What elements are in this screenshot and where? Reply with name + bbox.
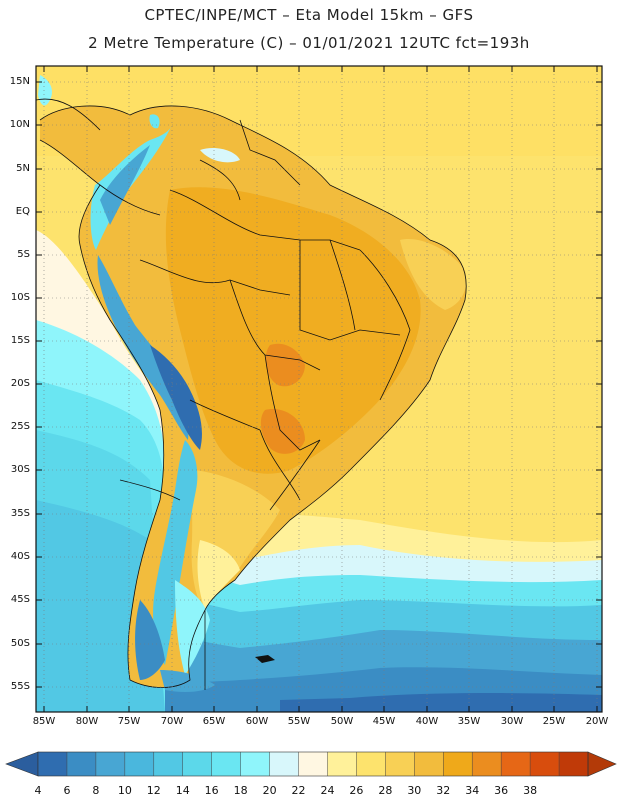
lon-label: 70W [160, 716, 184, 727]
lon-label: 50W [330, 716, 354, 727]
lat-label: EQ [15, 206, 30, 217]
chart-subtitle: 2 Metre Temperature (C) – 01/01/2021 12U… [88, 34, 530, 52]
colorbar-arrow-left [5, 751, 39, 777]
colorbar-tick-label: 22 [291, 784, 306, 797]
lat-label: 40S [10, 551, 30, 562]
lat-label: 45S [10, 594, 30, 605]
colorbar-tick-label: 26 [349, 784, 364, 797]
chart-title: CPTEC/INPE/MCT – Eta Model 15km – GFS [144, 6, 474, 24]
lat-label: 10N [9, 119, 30, 130]
colorbar-swatch [443, 752, 473, 776]
colorbar-swatch [414, 752, 444, 776]
colorbar-tick-label: 24 [320, 784, 335, 797]
falkland-islands [255, 655, 275, 663]
colorbar-swatch [38, 752, 68, 776]
colorbar-swatch [211, 752, 242, 776]
colorbar-tick-label: 16 [204, 784, 219, 797]
colorbar-swatch [182, 752, 213, 776]
lat-label: 25S [10, 421, 30, 432]
lon-label: 85W [32, 716, 56, 727]
colorbar-tick-label: 30 [407, 784, 422, 797]
colorbar-swatch [501, 752, 531, 776]
lat-label: 5N [16, 163, 30, 174]
colorbar-tick-label: 28 [378, 784, 393, 797]
andes-north [90, 125, 172, 250]
colorbar-swatch [356, 752, 386, 776]
lon-label: 75W [117, 716, 141, 727]
colorbar-arrow-right [587, 751, 617, 777]
colorbar-outline [37, 751, 589, 777]
lon-label: 25W [542, 716, 566, 727]
lon-label: 40W [415, 716, 439, 727]
lon-label: 20W [585, 716, 609, 727]
colorbar-swatch [240, 752, 271, 776]
colorbar-tick-label: 4 [34, 784, 42, 797]
colorbar-tick-label: 32 [436, 784, 451, 797]
colorbar-tick-label: 36 [494, 784, 509, 797]
lat-label: 15N [9, 76, 30, 87]
colorbar-tick-label: 20 [262, 784, 277, 797]
lat-label: 15S [10, 335, 30, 346]
lat-label: 30S [10, 464, 30, 475]
lat-label: 5S [17, 249, 30, 260]
colorbar-tick-label: 18 [233, 784, 248, 797]
lon-label: 35W [457, 716, 481, 727]
colorbar [5, 751, 617, 777]
colorbar-swatch [327, 752, 357, 776]
country-borders [36, 98, 467, 690]
map-frame [35, 65, 603, 713]
colorbar-tick-label: 6 [63, 784, 71, 797]
lon-label: 65W [202, 716, 226, 727]
andes-south [153, 440, 198, 665]
colorbar-swatch [559, 752, 589, 776]
colorbar-swatch [153, 752, 184, 776]
lat-label: 35S [10, 508, 30, 519]
lon-label: 80W [75, 716, 99, 727]
lat-label: 10S [10, 292, 30, 303]
lon-label: 55W [287, 716, 311, 727]
colorbar-tick-label: 12 [146, 784, 161, 797]
colorbar-swatch [95, 752, 126, 776]
lat-label: 20S [10, 378, 30, 389]
colorbar-swatch [298, 752, 328, 776]
colorbar-swatch [530, 752, 560, 776]
colorbar-swatch [472, 752, 502, 776]
colorbar-tick-label: 38 [523, 784, 538, 797]
lon-label: 45W [372, 716, 396, 727]
andes-central [97, 255, 189, 440]
lon-label: 30W [500, 716, 524, 727]
lat-label: 55S [10, 681, 30, 692]
lat-label: 50S [10, 638, 30, 649]
colorbar-swatch [385, 752, 415, 776]
colorbar-swatch [66, 752, 97, 776]
colorbar-tick-label: 10 [117, 784, 132, 797]
lon-label: 60W [245, 716, 269, 727]
colorbar-tick-label: 14 [175, 784, 190, 797]
colorbar-swatch [124, 752, 155, 776]
colorbar-tick-label: 8 [92, 784, 100, 797]
colorbar-tick-label: 34 [465, 784, 480, 797]
colorbar-swatch [269, 752, 300, 776]
